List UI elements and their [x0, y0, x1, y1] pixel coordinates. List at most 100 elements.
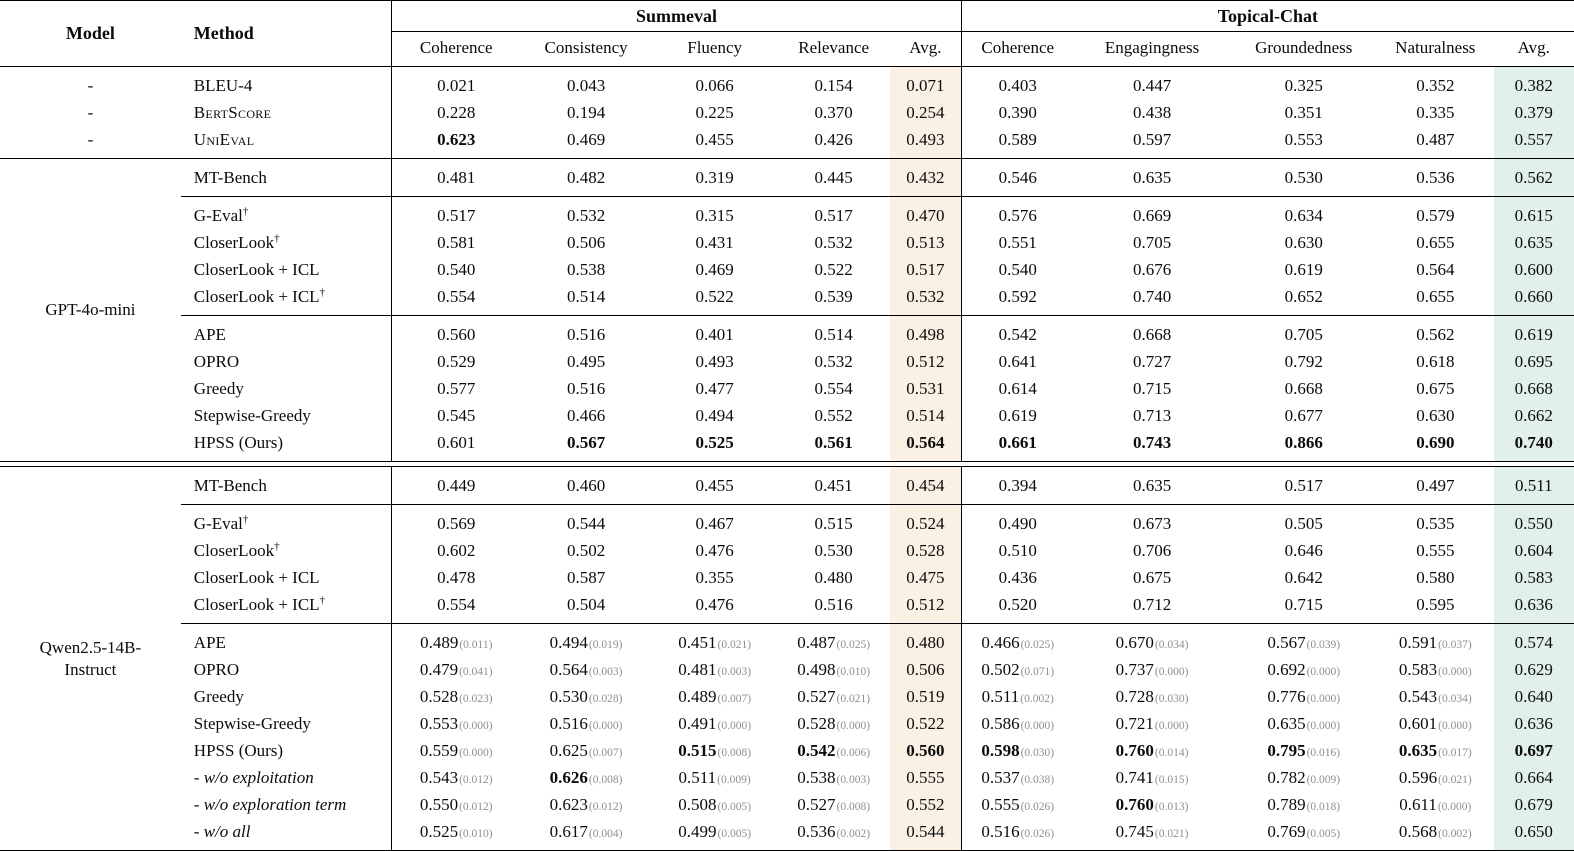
- metric-value-cell: 0.670(0.034): [1073, 623, 1231, 656]
- metric-value-cell: 0.522: [814, 259, 853, 279]
- table-row: OPRO 0.479(0.041) 0.564(0.003) 0.481(0.003)…: [0, 656, 1574, 683]
- metric-value-cell: 0.540: [391, 256, 521, 283]
- metric-value-cell: 0.466: [566, 405, 606, 425]
- metric-value-cell: 0.154: [814, 75, 853, 95]
- metric-value-cell: 0.560: [391, 315, 521, 348]
- table-subheader-row: Coherence Consistency Fluency Relevance …: [0, 31, 1574, 67]
- table-row: Stepwise-Greedy 0.553(0.000) 0.516(0.000) 0…: [0, 710, 1574, 737]
- metric-value-cell: 0.489(0.011): [391, 623, 521, 656]
- metric-value-cell: 0.532: [814, 351, 853, 371]
- metric-value-cell: 0.567: [566, 432, 606, 452]
- metric-value-cell: 0.580: [1416, 567, 1455, 587]
- metric-value-cell: 0.505: [1230, 504, 1378, 537]
- metric-value-cell: 0.460: [520, 466, 652, 505]
- metric-value-cell: 0.528(0.023): [391, 683, 521, 710]
- metric-value-cell: 0.760(0.013): [1115, 794, 1189, 814]
- metric-value-cell: 0.564(0.003): [549, 659, 623, 679]
- metric-value-cell: 0.535: [1377, 504, 1494, 537]
- metric-value-cell: 0.662: [1493, 402, 1574, 429]
- metric-value-cell: 0.512: [889, 591, 962, 624]
- metric-value-cell: 0.495: [566, 351, 606, 371]
- metric-value-cell: 0.635(0.017): [1398, 740, 1472, 760]
- metric-value-cell: 0.715: [1284, 594, 1323, 614]
- metric-value-cell: 0.498(0.010): [797, 659, 871, 679]
- metric-value-cell: 0.728(0.030): [1115, 686, 1189, 706]
- metric-value-cell: 0.646: [1284, 540, 1323, 560]
- metric-value-cell: 0.715: [1132, 378, 1172, 398]
- metric-value-cell: 0.692(0.000): [1267, 659, 1341, 679]
- metric-value-cell: 0.544: [520, 504, 652, 537]
- metric-value-cell: 0.737(0.000): [1115, 659, 1189, 679]
- table-row: - UniEval 0.623 0.469 0.455 0.426 0.493 0.589 0.…: [0, 126, 1574, 159]
- metric-value-cell: 0.623(0.012): [549, 794, 623, 814]
- metric-value-cell: 0.516: [814, 594, 853, 614]
- method-label: APE: [180, 623, 392, 656]
- metric-value-cell: 0.579: [1377, 196, 1494, 229]
- column-header-topical-coherence: Coherence: [960, 31, 1074, 67]
- metric-value-cell: 0.554: [391, 283, 521, 316]
- metric-value-cell: 0.615: [1493, 196, 1574, 229]
- method-label: UniEval: [193, 129, 255, 149]
- metric-value-cell: 0.712: [1132, 594, 1172, 614]
- metric-value-cell: 0.225: [695, 102, 734, 122]
- metric-value-cell: 0.529: [391, 348, 521, 375]
- column-header-topical-engagingness: Engagingness: [1073, 31, 1231, 67]
- metric-value-cell: 0.517: [889, 256, 962, 283]
- metric-value-cell: 0.502: [566, 540, 606, 560]
- metric-value-cell: 0.447: [1132, 75, 1172, 95]
- table-row: CloserLook + ICL† 0.554 0.514 0.522 0.539 0.5…: [0, 283, 1574, 316]
- metric-value-cell: 0.551: [960, 229, 1074, 256]
- metric-value-cell: 0.066: [695, 75, 734, 95]
- metric-value-cell: 0.532: [889, 283, 962, 316]
- metric-value-cell: 0.515(0.008): [678, 740, 752, 760]
- table-row: - BLEU-4 0.021 0.043 0.066 0.154 0.071 0.403 0.4…: [0, 66, 1574, 99]
- metric-value-cell: 0.536: [1377, 158, 1494, 197]
- metric-value-cell: 0.403: [960, 66, 1074, 99]
- metric-value-cell: 0.493: [695, 351, 734, 371]
- metric-value-cell: 0.561: [814, 432, 853, 452]
- metric-value-cell: 0.741(0.015): [1115, 767, 1189, 787]
- metric-value-cell: 0.513: [889, 229, 962, 256]
- metric-value-cell: 0.557: [1493, 126, 1574, 159]
- column-header-topical-groundedness: Groundedness: [1230, 31, 1378, 67]
- metric-value-cell: 0.528: [889, 537, 962, 564]
- metric-value-cell: 0.635: [1073, 158, 1231, 197]
- metric-value-cell: 0.394: [960, 466, 1074, 505]
- table-row: OPRO 0.529 0.495 0.493 0.532 0.512 0.641 0.727 0…: [0, 348, 1574, 375]
- metric-value-cell: 0.490: [960, 504, 1074, 537]
- metric-value-cell: 0.469: [566, 129, 606, 149]
- metric-value-cell: 0.431: [695, 232, 734, 252]
- column-group-topical-chat: Topical-Chat: [960, 0, 1574, 32]
- metric-value-cell: 0.454: [889, 466, 962, 505]
- metric-value-cell: 0.673: [1073, 504, 1231, 537]
- metric-value-cell: 0.516(0.026): [960, 818, 1074, 851]
- metric-value-cell: 0.477: [695, 378, 734, 398]
- method-label: BLEU-4: [193, 75, 253, 95]
- metric-value-cell: 0.668: [1073, 315, 1231, 348]
- metric-value-cell: 0.614: [960, 375, 1074, 402]
- metric-value-cell: 0.598(0.030): [960, 737, 1074, 764]
- method-label: APE: [180, 315, 392, 348]
- metric-value-cell: 0.721(0.000): [1115, 713, 1189, 733]
- metric-value-cell: 0.669: [1073, 196, 1231, 229]
- metric-value-cell: 0.530: [814, 540, 853, 560]
- metric-value-cell: 0.516: [566, 378, 606, 398]
- metric-value-cell: 0.676: [1132, 259, 1172, 279]
- column-header-summeval-fluency: Fluency: [651, 31, 778, 67]
- metric-value-cell: 0.555: [889, 764, 962, 791]
- metric-value-cell: 0.660: [1493, 283, 1574, 316]
- metric-value-cell: 0.254: [889, 99, 962, 126]
- metric-value-cell: 0.690: [1416, 432, 1455, 452]
- metric-value-cell: 0.522: [695, 286, 734, 306]
- metric-value-cell: 0.677: [1284, 405, 1323, 425]
- metric-value-cell: 0.596(0.021): [1398, 767, 1472, 787]
- table-row: CloserLook + ICL 0.478 0.587 0.355 0.480 0.47…: [0, 564, 1574, 591]
- metric-value-cell: 0.469: [695, 259, 734, 279]
- metric-value-cell: 0.520: [960, 591, 1074, 624]
- metric-value-cell: 0.577: [391, 375, 521, 402]
- metric-value-cell: 0.508(0.005): [678, 794, 752, 814]
- metric-value-cell: 0.494(0.019): [520, 623, 652, 656]
- metric-value-cell: 0.636: [1493, 591, 1574, 624]
- metric-value-cell: 0.567(0.039): [1230, 623, 1378, 656]
- metric-value-cell: 0.553(0.000): [391, 710, 521, 737]
